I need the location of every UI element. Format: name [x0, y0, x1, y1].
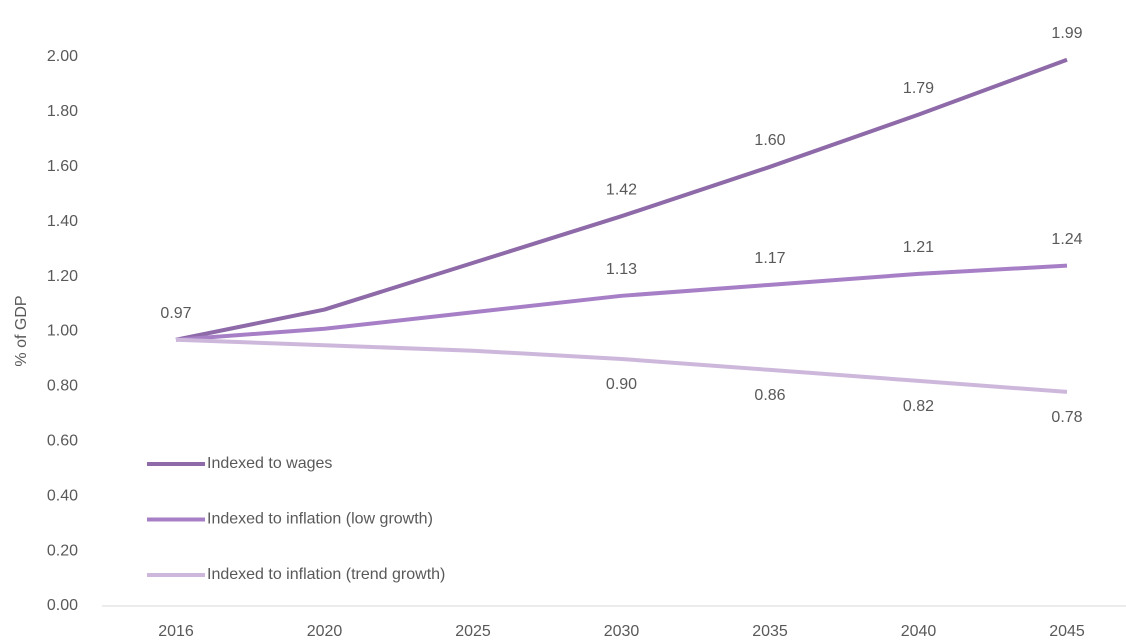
y-tick-label: 1.80: [47, 103, 78, 120]
data-label: 1.79: [903, 80, 934, 97]
y-tick-label: 0.60: [47, 433, 78, 450]
data-label: 1.99: [1051, 25, 1082, 42]
y-tick-label: 0.40: [47, 487, 78, 504]
y-tick-label: 1.00: [47, 323, 78, 340]
data-label: 0.97: [160, 305, 191, 322]
y-tick-label: 1.20: [47, 268, 78, 285]
series-line: [175, 337, 1068, 394]
y-tick-label: 0.20: [47, 542, 78, 559]
data-label: 1.42: [606, 181, 637, 198]
x-tick-label: 2035: [752, 623, 788, 640]
series-line: [175, 57, 1068, 342]
y-axis-label: % of GDP: [13, 295, 30, 366]
y-tick-label: 0.80: [47, 378, 78, 395]
x-tick-label: 2025: [455, 623, 491, 640]
x-tick-label: 2020: [307, 623, 343, 640]
data-label: 0.82: [903, 398, 934, 415]
legend-label: Indexed to inflation (low growth): [207, 511, 433, 528]
data-label: 0.86: [754, 387, 785, 404]
data-label: 1.21: [903, 239, 934, 256]
data-label: 1.17: [754, 250, 785, 267]
data-label: 0.78: [1051, 409, 1082, 426]
data-label: 1.24: [1051, 231, 1082, 248]
x-tick-label: 2030: [604, 623, 640, 640]
y-tick-label: 1.60: [47, 158, 78, 175]
legend-label: Indexed to wages: [207, 455, 332, 472]
y-tick-label: 2.00: [47, 48, 78, 65]
y-tick-label: 0.00: [47, 597, 78, 614]
x-tick-label: 2045: [1049, 623, 1085, 640]
series-line: [175, 263, 1068, 342]
y-tick-label: 1.40: [47, 213, 78, 230]
legend-label: Indexed to inflation (trend growth): [207, 566, 445, 583]
data-label: 1.13: [606, 261, 637, 278]
x-tick-label: 2016: [158, 623, 194, 640]
data-label: 1.60: [754, 132, 785, 149]
data-label: 0.90: [606, 376, 637, 393]
x-tick-label: 2040: [901, 623, 937, 640]
